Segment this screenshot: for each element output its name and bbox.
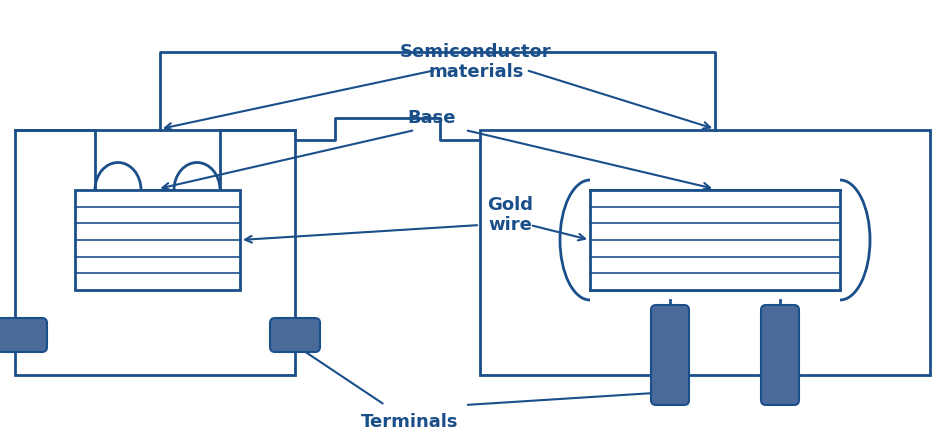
- Text: Terminals: Terminals: [361, 413, 459, 431]
- Bar: [15, 130, 295, 375]
- FancyBboxPatch shape: [270, 318, 320, 352]
- FancyBboxPatch shape: [761, 305, 799, 405]
- FancyBboxPatch shape: [651, 305, 689, 405]
- Text: Base: Base: [407, 109, 456, 127]
- Text: Gold
wire: Gold wire: [487, 196, 533, 235]
- Text: Semiconductor
materials: Semiconductor materials: [400, 43, 552, 82]
- Bar: [590, 190, 840, 290]
- FancyBboxPatch shape: [0, 318, 47, 352]
- Bar: [75, 190, 240, 290]
- Bar: [480, 130, 930, 375]
